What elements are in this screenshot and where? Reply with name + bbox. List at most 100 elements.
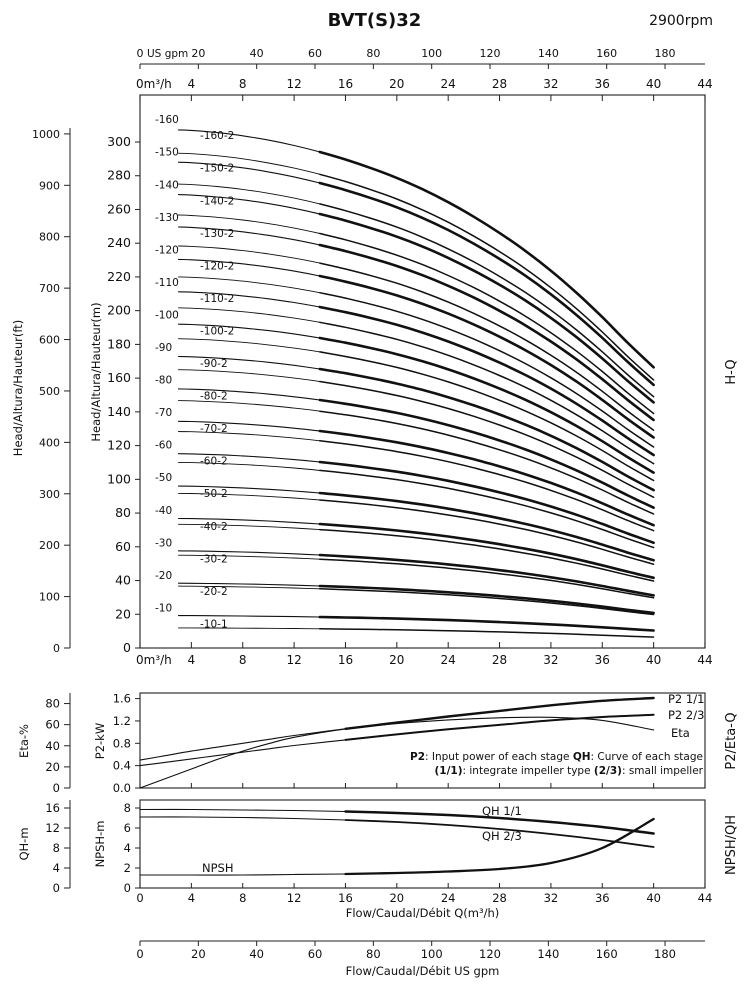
- svg-text:120: 120: [480, 47, 501, 60]
- svg-text:80: 80: [115, 505, 131, 520]
- stage-label-small: -10-1: [200, 618, 228, 630]
- head-m-title: Head/Altura/Hauteur(m): [89, 302, 103, 441]
- qh-axis-title: QH-m: [17, 827, 31, 860]
- stage-label-small: -130-2: [200, 228, 234, 240]
- stage-label: -50: [155, 472, 172, 484]
- svg-text:140: 140: [538, 47, 559, 60]
- svg-text:160: 160: [596, 947, 618, 961]
- svg-text:36: 36: [595, 891, 610, 905]
- rpm-label: 2900rpm: [649, 13, 713, 29]
- stage-label-small: -100-2: [200, 325, 234, 337]
- svg-text:0.8: 0.8: [113, 736, 131, 750]
- svg-text:20: 20: [389, 653, 404, 667]
- svg-text:0: 0: [124, 881, 131, 895]
- svg-text:12: 12: [45, 821, 60, 835]
- svg-text:260: 260: [107, 201, 131, 216]
- svg-text:60: 60: [308, 47, 322, 60]
- hq-curve-60: -60 -60-2: [155, 440, 655, 549]
- svg-text:100: 100: [421, 947, 443, 961]
- svg-text:4: 4: [53, 861, 60, 875]
- stage-label: -120: [155, 244, 179, 256]
- svg-text:20: 20: [115, 606, 131, 621]
- stage-label: -110: [155, 277, 179, 289]
- svg-text:8: 8: [239, 891, 246, 905]
- svg-text:20: 20: [389, 891, 404, 905]
- svg-text:100: 100: [107, 471, 131, 486]
- stage-label-small: -80-2: [200, 391, 228, 403]
- right-label-p2: P2/Eta-Q: [724, 712, 739, 769]
- hq-curve-20: -20 -20-2: [155, 570, 655, 616]
- svg-text:28: 28: [492, 77, 507, 91]
- stage-label: -100: [155, 309, 179, 321]
- note-line: (1/1): integrate impeller type (2/3): sm…: [434, 764, 703, 777]
- stage-label-small: -20-2: [200, 586, 228, 598]
- svg-text:280: 280: [107, 168, 131, 183]
- label-qh-11: QH 1/1: [482, 804, 522, 818]
- eta-axis-title: Eta-%: [17, 724, 31, 758]
- stage-label-small: -140-2: [200, 195, 234, 207]
- svg-text:8: 8: [124, 801, 131, 815]
- svg-text:6: 6: [124, 821, 131, 835]
- svg-text:120: 120: [479, 947, 501, 961]
- label-p2-11: P2 1/1: [668, 692, 704, 706]
- stage-label: -30: [155, 537, 172, 549]
- svg-text:20: 20: [191, 47, 205, 60]
- svg-text:180: 180: [107, 336, 131, 351]
- stage-label-small: -60-2: [200, 456, 228, 468]
- svg-text:28: 28: [492, 653, 507, 667]
- svg-text:60: 60: [308, 947, 323, 961]
- svg-text:8: 8: [239, 653, 247, 667]
- label-eta: Eta: [671, 726, 690, 740]
- svg-text:80: 80: [45, 697, 60, 711]
- svg-text:2: 2: [124, 861, 131, 875]
- svg-text:0.4: 0.4: [113, 759, 131, 773]
- svg-text:100: 100: [421, 47, 442, 60]
- stage-label: -160: [155, 114, 179, 126]
- svg-text:1.6: 1.6: [113, 692, 131, 706]
- svg-text:220: 220: [107, 269, 131, 284]
- npsh-axis-title: NPSH-m: [93, 821, 107, 868]
- svg-text:160: 160: [596, 47, 617, 60]
- hq-curve-40: -40 -40-2: [155, 505, 655, 582]
- note: P2: Input power of each stage QH: Curve …: [363, 751, 703, 778]
- flow-gpm-title: Flow/Caudal/Débit US gpm: [346, 964, 500, 978]
- svg-text:1000: 1000: [32, 128, 60, 141]
- svg-text:12: 12: [286, 653, 301, 667]
- stage-label: -60: [155, 440, 172, 452]
- curve-P2-2-3: [139, 713, 655, 767]
- svg-text:120: 120: [107, 438, 131, 453]
- svg-text:20: 20: [389, 77, 404, 91]
- svg-text:40: 40: [45, 739, 60, 753]
- svg-text:600: 600: [39, 334, 60, 347]
- svg-text:900: 900: [39, 179, 60, 192]
- hq-curve-160: -160 -160-2: [155, 114, 655, 381]
- right-label-npsh: NPSH/QH: [724, 815, 739, 875]
- svg-text:700: 700: [39, 282, 60, 295]
- svg-text:40: 40: [250, 47, 264, 60]
- svg-text:800: 800: [39, 231, 60, 244]
- svg-text:0: 0: [53, 781, 60, 795]
- curve-QH-1-1: [139, 808, 655, 835]
- stage-label: -130: [155, 212, 179, 224]
- label-npsh: NPSH: [202, 861, 234, 875]
- svg-text:4: 4: [188, 77, 196, 91]
- svg-text:36: 36: [595, 77, 610, 91]
- svg-text:60: 60: [45, 718, 60, 732]
- curve-NPSH: [139, 817, 655, 876]
- svg-text:16: 16: [338, 653, 353, 667]
- svg-text:80: 80: [366, 47, 380, 60]
- svg-text:200: 200: [39, 539, 60, 552]
- head-ft-axis: 0 100 200 300 400 500 600 700 800 900 1000 Head/Alt…: [11, 128, 71, 655]
- svg-text:140: 140: [537, 947, 559, 961]
- svg-text:36: 36: [595, 653, 610, 667]
- svg-text:44: 44: [697, 77, 712, 91]
- svg-text:40: 40: [249, 947, 264, 961]
- head-m-axis: 0 20 40 60 80 100 120 140 160 180 200 220 240 260 280 3…: [89, 134, 140, 655]
- stage-label: -40: [155, 505, 172, 517]
- svg-text:16: 16: [45, 801, 60, 815]
- stage-label-small: -120-2: [200, 260, 234, 272]
- stage-label: -20: [155, 570, 172, 582]
- svg-text:140: 140: [107, 404, 131, 419]
